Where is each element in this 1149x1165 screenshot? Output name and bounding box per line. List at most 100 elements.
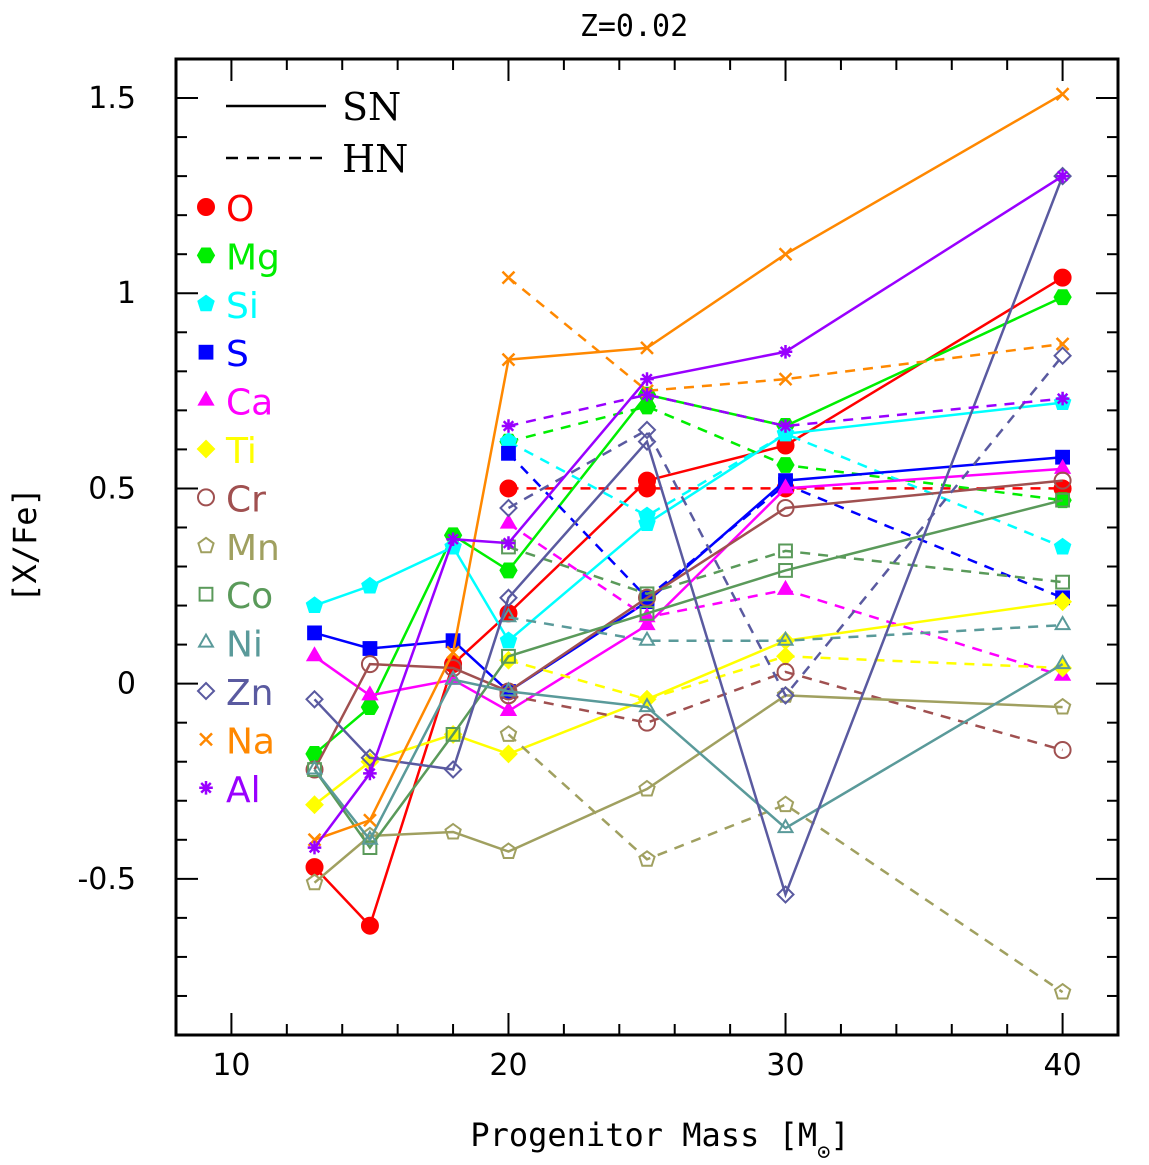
point-si-hn-25-shape — [638, 506, 656, 524]
point-si-sn-15-shape — [361, 576, 379, 594]
legend-marker-al — [199, 781, 213, 795]
point-ni-sn-40 — [1053, 654, 1072, 670]
point-zn-hn-25-shape — [637, 420, 657, 440]
legend-label-co: Co — [226, 576, 273, 617]
series-cr-sn-line — [313, 479, 1063, 771]
point-al-hn-25 — [640, 387, 654, 402]
point-mn-hn-30 — [776, 795, 795, 813]
x-tick-label-10: 10 — [212, 1048, 250, 1083]
point-zn-sn-20 — [499, 588, 518, 608]
legend-marker-na-shape — [199, 732, 213, 747]
point-mn-sn-13-shape — [305, 873, 324, 891]
legend-marker-co-shape — [198, 586, 214, 602]
point-ni-sn-18-shape — [444, 669, 462, 685]
point-zn-hn-25 — [637, 420, 657, 440]
point-si-sn-15 — [361, 576, 379, 594]
series-mn-hn-line — [507, 733, 1064, 994]
point-na-hn-20-shape — [501, 270, 516, 285]
point-cr-sn-25 — [638, 588, 656, 607]
point-zn-sn-40 — [1053, 166, 1073, 186]
legend-label-zn: Zn — [226, 673, 273, 714]
point-cr-sn-15 — [360, 655, 379, 674]
series-na — [307, 87, 1070, 847]
point-al-hn-20 — [501, 419, 516, 433]
point-al-sn-40 — [1055, 169, 1070, 183]
point-al-sn-18-shape — [446, 532, 460, 546]
point-o-sn-13-shape — [305, 858, 324, 877]
point-zn-hn-40-shape — [1053, 346, 1073, 366]
series-si-sn-line — [314, 401, 1063, 643]
point-cr-hn-30-shape — [776, 662, 795, 681]
axes: 10 20 30 40 -0.5 0 0.5 1 1.5 — [77, 58, 1119, 1083]
legend-label-ti: Ti — [225, 431, 257, 472]
point-co-hn-30 — [778, 543, 793, 559]
point-si-sn-13-shape — [305, 596, 324, 613]
point-na-sn-15 — [363, 813, 377, 828]
point-ti-hn-30 — [776, 646, 795, 666]
legend-marker-mn — [197, 536, 215, 554]
point-na-sn-30 — [778, 247, 793, 262]
y-tick-label-0: -0.5 — [77, 862, 136, 897]
point-co-hn-40 — [1055, 574, 1070, 590]
series-na-hn-line — [507, 276, 1063, 393]
legend-marker-s-shape — [198, 344, 214, 360]
point-zn-hn-30-shape — [776, 685, 795, 705]
point-mg-hn-25 — [637, 398, 657, 415]
point-si-hn-40 — [1053, 537, 1072, 555]
point-zn-hn-30 — [776, 685, 795, 705]
point-co-sn-25 — [639, 605, 655, 621]
legend-label-mn: Mn — [226, 528, 280, 569]
point-na-hn-30 — [778, 372, 793, 387]
legend-marker-zn — [196, 681, 216, 701]
point-zn-sn-30-shape — [776, 885, 795, 904]
point-cr-sn-30 — [776, 498, 795, 517]
point-al-sn-13-shape — [307, 840, 322, 855]
legend-marker-co — [198, 586, 214, 602]
point-al-sn-30-shape — [778, 345, 793, 359]
point-al-sn-30 — [778, 345, 793, 359]
point-na-hn-40 — [1055, 337, 1070, 351]
point-o-hn-25 — [638, 479, 656, 498]
series-ni-hn-line — [508, 616, 1063, 642]
point-mg-sn-20-shape — [499, 562, 518, 579]
point-al-sn-13 — [307, 840, 322, 855]
point-ti-sn-13-shape — [305, 795, 324, 815]
series-si — [305, 393, 1072, 649]
series-si-hn-line — [507, 432, 1064, 549]
x-tick-label-20: 20 — [489, 1048, 527, 1083]
y-tick-label-1: 0 — [117, 667, 136, 702]
series-cr-hn-line — [508, 670, 1063, 752]
point-co-sn-25-shape — [639, 605, 655, 621]
point-ca-sn-30 — [776, 478, 795, 494]
point-o-sn-15 — [360, 916, 379, 935]
point-ca-sn-25 — [638, 615, 656, 631]
point-ni-sn-30 — [776, 818, 795, 834]
series-al — [307, 169, 1070, 855]
point-al-hn-20-shape — [501, 419, 516, 433]
legend-label-si: Si — [226, 286, 259, 327]
point-ni-hn-40-shape — [1053, 615, 1072, 631]
series-mg — [305, 289, 1072, 762]
point-al-hn-40 — [1055, 391, 1070, 406]
point-al-hn-25-shape — [640, 387, 654, 402]
x-tick-label-30: 30 — [766, 1048, 804, 1083]
point-mg-sn-15-shape — [360, 699, 380, 715]
legend-marker-na — [199, 732, 213, 747]
point-na-sn-25-shape — [640, 341, 654, 355]
point-ca-sn-15-shape — [361, 685, 379, 701]
point-cr-hn-25 — [638, 713, 656, 732]
point-co-hn-25 — [639, 586, 655, 602]
point-ni-sn-15-shape — [361, 829, 379, 845]
legend-label-s: S — [226, 334, 249, 375]
legend-label-al: Al — [226, 770, 261, 811]
point-co-sn-30-shape — [778, 563, 793, 578]
point-cr-hn-30 — [776, 662, 795, 681]
series-mn-sn-line — [313, 694, 1063, 884]
point-zn-hn-40 — [1053, 346, 1073, 366]
point-al-hn-40-shape — [1055, 391, 1070, 406]
point-mn-hn-40-shape — [1053, 982, 1072, 1000]
series-ni-sn-line — [313, 663, 1064, 843]
legend: SN HN O Mg Si S Ca Ti Cr Mn Co Ni Zn Na Al — [196, 85, 408, 811]
point-s-sn-15 — [362, 641, 378, 656]
point-al-sn-15 — [363, 766, 377, 781]
